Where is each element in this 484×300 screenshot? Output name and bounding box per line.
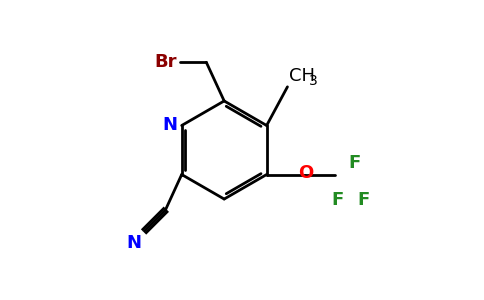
Text: O: O <box>298 164 313 182</box>
Text: N: N <box>127 234 142 252</box>
Text: F: F <box>357 191 370 209</box>
Text: 3: 3 <box>309 74 318 88</box>
Text: CH: CH <box>289 68 315 85</box>
Text: N: N <box>162 116 177 134</box>
Text: F: F <box>332 191 344 209</box>
Text: Br: Br <box>154 53 177 71</box>
Text: F: F <box>348 154 361 172</box>
